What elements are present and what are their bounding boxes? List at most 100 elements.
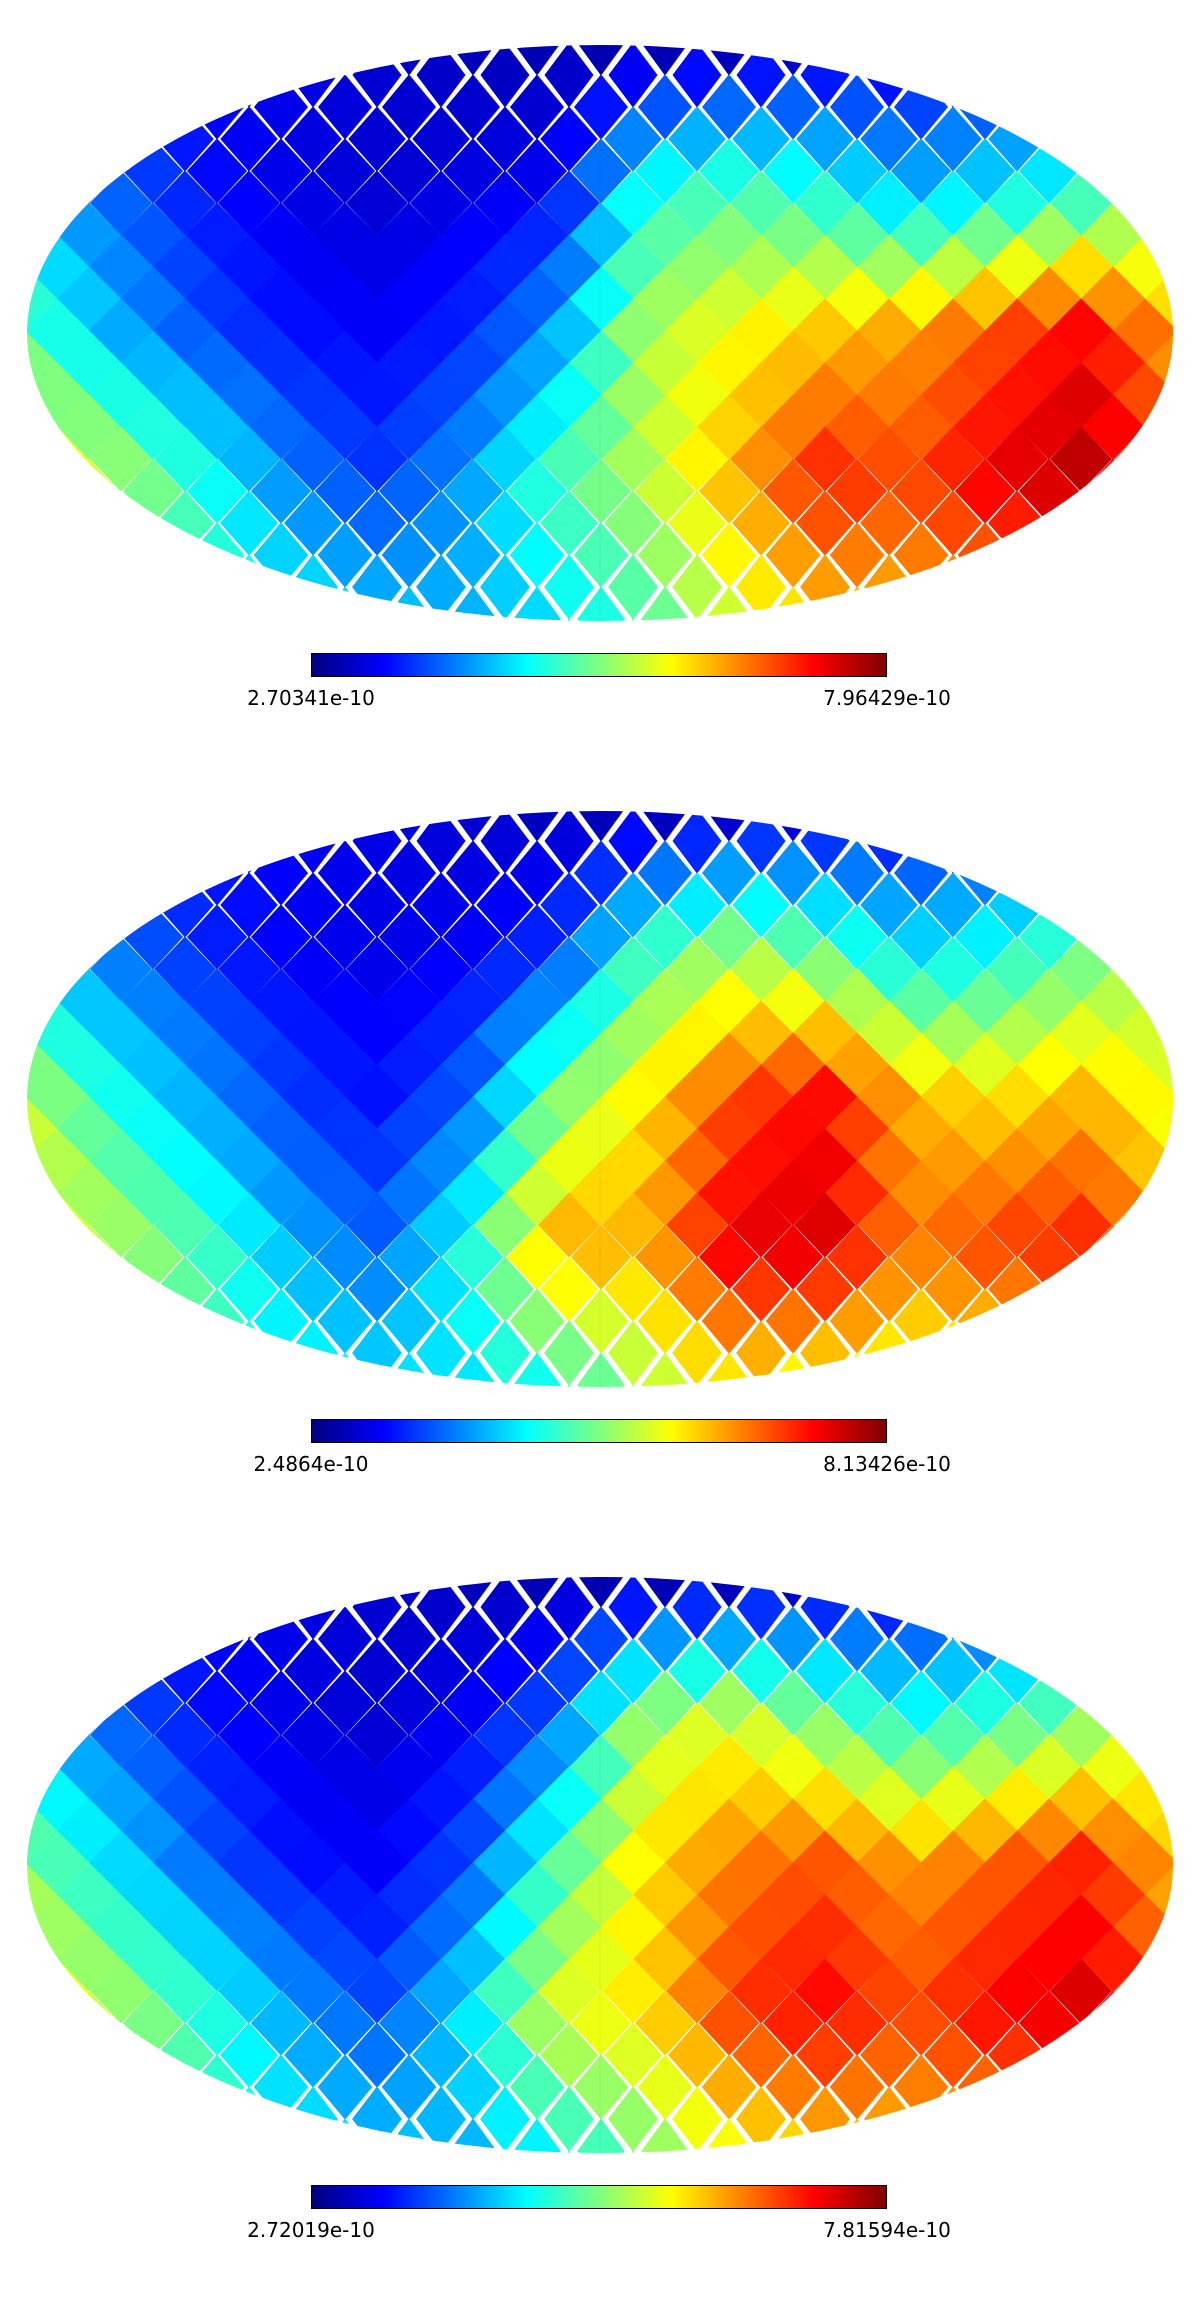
map-pixel bbox=[577, 1352, 625, 1387]
map-pixel bbox=[27, 1670, 56, 1736]
map-pixel bbox=[1021, 1606, 1077, 1672]
map-pixel bbox=[27, 1224, 56, 1290]
map-pixel bbox=[1146, 458, 1173, 524]
colorbar-min-label-1: 2.70341e-10 bbox=[247, 686, 375, 710]
map-pixel bbox=[928, 1577, 978, 1640]
map-pixel bbox=[673, 2150, 721, 2153]
map-pixel bbox=[257, 45, 305, 76]
map-pixel bbox=[224, 1577, 274, 1640]
map-pixel bbox=[28, 490, 86, 556]
map-pixel bbox=[577, 2118, 625, 2153]
colorbar-3 bbox=[311, 2185, 887, 2209]
mollweide-map-1 bbox=[27, 45, 1173, 621]
map-pixel bbox=[27, 1990, 56, 2056]
map-pixel bbox=[833, 811, 881, 842]
map-pixel bbox=[160, 1320, 210, 1386]
map-pixel bbox=[513, 586, 561, 621]
map-pixel bbox=[897, 586, 945, 621]
map-pixel bbox=[481, 618, 529, 621]
map-pixel bbox=[1021, 840, 1077, 906]
map-pixel bbox=[513, 1352, 561, 1387]
map-pixel bbox=[125, 74, 181, 140]
map-pixel bbox=[1116, 490, 1173, 556]
map-panel-1: 2.70341e-10 7.96429e-10 bbox=[0, 0, 1200, 765]
map-pixel bbox=[1052, 1638, 1110, 1704]
map-pixel bbox=[28, 2022, 86, 2088]
map-pixel bbox=[1021, 1288, 1077, 1354]
map-pixel bbox=[992, 1577, 1042, 1640]
map-pixel bbox=[992, 811, 1042, 874]
map-pixel bbox=[224, 45, 274, 108]
map-pixel bbox=[992, 1320, 1042, 1386]
map-pixel bbox=[160, 2086, 210, 2152]
map-pixel bbox=[577, 586, 625, 621]
colorbar-1 bbox=[311, 653, 887, 677]
map-pixel bbox=[673, 618, 721, 621]
map-pixel bbox=[1146, 1670, 1173, 1736]
map-pixel bbox=[257, 811, 305, 842]
map-pixel bbox=[641, 586, 689, 621]
map-pixel bbox=[27, 458, 56, 524]
map-pixel bbox=[928, 45, 978, 108]
map-pixel bbox=[1116, 1256, 1173, 1322]
map-pixel bbox=[160, 45, 210, 108]
colorbar-max-label-1: 7.96429e-10 bbox=[823, 686, 951, 710]
map-pixel bbox=[1146, 138, 1173, 204]
map-pixel bbox=[27, 904, 56, 970]
map-pixel bbox=[1146, 1990, 1173, 2056]
colorbar-max-label-2: 8.13426e-10 bbox=[823, 1452, 951, 1476]
map-pixel bbox=[1021, 74, 1077, 140]
map-pixels bbox=[27, 45, 1173, 621]
map-pixel bbox=[321, 1577, 369, 1608]
map-pixel bbox=[641, 2118, 689, 2153]
map-pixel bbox=[481, 1384, 529, 1387]
colorbar-min-label-3: 2.72019e-10 bbox=[247, 2218, 375, 2242]
mollweide-map-2 bbox=[27, 811, 1173, 1387]
map-pixel bbox=[833, 45, 881, 76]
map-pixel bbox=[160, 811, 210, 874]
map-pixel bbox=[928, 811, 978, 874]
map-panel-3: 2.72019e-10 7.81594e-10 bbox=[0, 1532, 1200, 2297]
map-panel-2: 2.4864e-10 8.13426e-10 bbox=[0, 766, 1200, 1531]
map-pixel bbox=[1146, 904, 1173, 970]
map-pixel bbox=[257, 2118, 305, 2153]
map-pixel bbox=[257, 1577, 305, 1608]
map-pixel bbox=[897, 1352, 945, 1387]
map-pixel bbox=[992, 45, 1042, 108]
map-pixel bbox=[257, 1352, 305, 1387]
map-pixel bbox=[125, 1288, 181, 1354]
map-pixel bbox=[992, 554, 1042, 620]
map-pixel bbox=[28, 1256, 86, 1322]
map-pixel bbox=[737, 1384, 785, 1387]
map-pixel bbox=[125, 522, 181, 588]
map-pixel bbox=[125, 840, 181, 906]
map-pixel bbox=[257, 586, 305, 621]
colorbar-2 bbox=[311, 1419, 887, 1443]
map-pixel bbox=[481, 2150, 529, 2153]
map-pixel bbox=[160, 554, 210, 620]
map-pixel bbox=[417, 1384, 465, 1387]
map-pixel bbox=[224, 811, 274, 874]
map-pixel bbox=[641, 1352, 689, 1387]
map-pixel bbox=[417, 618, 465, 621]
map-pixel bbox=[897, 2118, 945, 2153]
colorbar-max-label-3: 7.81594e-10 bbox=[823, 2218, 951, 2242]
map-pixel bbox=[897, 1577, 945, 1608]
map-pixel bbox=[321, 811, 369, 842]
map-pixel bbox=[1021, 522, 1077, 588]
map-pixel bbox=[737, 2150, 785, 2153]
map-pixel bbox=[897, 811, 945, 842]
mollweide-map-3 bbox=[27, 1577, 1173, 2153]
colorbar-min-label-2: 2.4864e-10 bbox=[253, 1452, 369, 1476]
map-pixel bbox=[27, 138, 56, 204]
map-pixel bbox=[125, 1606, 181, 1672]
map-pixel bbox=[1116, 2022, 1173, 2088]
map-pixel bbox=[125, 2054, 181, 2120]
map-pixel bbox=[160, 1577, 210, 1640]
map-pixel bbox=[992, 2086, 1042, 2152]
map-pixel bbox=[737, 618, 785, 621]
map-pixel bbox=[1146, 1224, 1173, 1290]
map-pixel bbox=[897, 45, 945, 76]
map-pixel bbox=[1052, 106, 1110, 172]
map-pixel bbox=[321, 45, 369, 76]
